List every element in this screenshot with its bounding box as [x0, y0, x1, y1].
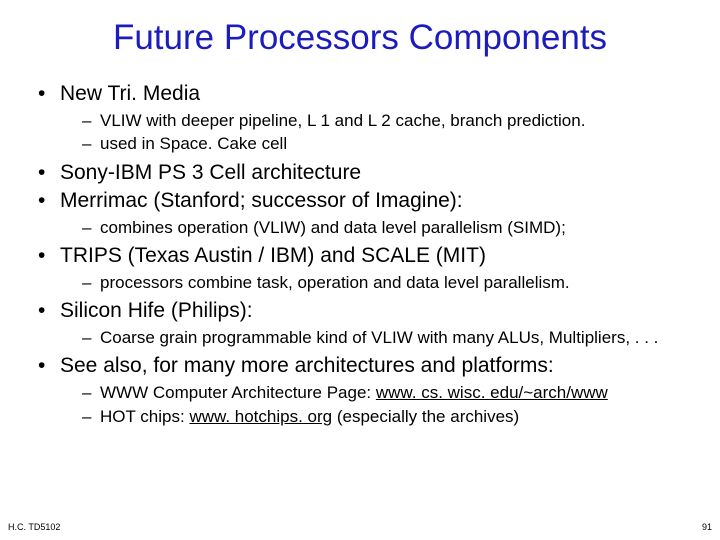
bullet-4-label: TRIPS (Texas Austin / IBM) and SCALE (MI… — [60, 244, 486, 267]
bullet-6-sub-1: WWW Computer Architecture Page: www. cs.… — [82, 382, 694, 403]
bullet-6-sub-2-tail: (especially the archives) — [332, 407, 519, 426]
bullet-6-sub-2: HOT chips: www. hotchips. org (especiall… — [82, 406, 694, 427]
slide: Future Processors Components New Tri. Me… — [0, 0, 720, 540]
link-hotchips[interactable]: www. hotchips. org — [189, 407, 332, 426]
bullet-4-sub-1: processors combine task, operation and d… — [82, 272, 694, 293]
bullet-5-sub-1: Coarse grain programmable kind of VLIW w… — [82, 327, 694, 348]
bullet-6-label: See also, for many more architectures an… — [60, 354, 554, 377]
bullet-3-subs: combines operation (VLIW) and data level… — [60, 217, 694, 238]
footer-left: H.C. TD5102 — [8, 522, 60, 532]
bullet-2: Sony-IBM PS 3 Cell architecture — [34, 161, 694, 185]
bullet-1-sub-1: VLIW with deeper pipeline, L 1 and L 2 c… — [82, 110, 694, 131]
bullet-1: New Tri. Media VLIW with deeper pipeline… — [34, 82, 694, 155]
bullet-2-label: Sony-IBM PS 3 Cell architecture — [60, 161, 361, 184]
bullet-6: See also, for many more architectures an… — [34, 354, 694, 427]
bullet-1-subs: VLIW with deeper pipeline, L 1 and L 2 c… — [60, 110, 694, 155]
bullet-6-subs: WWW Computer Architecture Page: www. cs.… — [60, 382, 694, 427]
slide-title: Future Processors Components — [26, 18, 694, 58]
bullet-1-sub-2: used in Space. Cake cell — [82, 133, 694, 154]
bullet-3-label: Merrimac (Stanford; successor of Imagine… — [60, 189, 463, 212]
bullet-6-sub-1-text: WWW Computer Architecture Page: — [100, 383, 376, 402]
bullet-5: Silicon Hife (Philips): Coarse grain pro… — [34, 299, 694, 348]
bullet-4-subs: processors combine task, operation and d… — [60, 272, 694, 293]
bullet-1-label: New Tri. Media — [60, 82, 200, 105]
bullet-5-subs: Coarse grain programmable kind of VLIW w… — [60, 327, 694, 348]
bullet-4: TRIPS (Texas Austin / IBM) and SCALE (MI… — [34, 244, 694, 293]
bullet-3-sub-1: combines operation (VLIW) and data level… — [82, 217, 694, 238]
bullet-6-sub-2-text: HOT chips: — [100, 407, 189, 426]
bullet-list: New Tri. Media VLIW with deeper pipeline… — [26, 82, 694, 427]
bullet-5-label: Silicon Hife (Philips): — [60, 299, 253, 322]
bullet-3: Merrimac (Stanford; successor of Imagine… — [34, 189, 694, 238]
footer-right: 91 — [702, 522, 712, 532]
link-wisc[interactable]: www. cs. wisc. edu/~arch/www — [376, 383, 608, 402]
